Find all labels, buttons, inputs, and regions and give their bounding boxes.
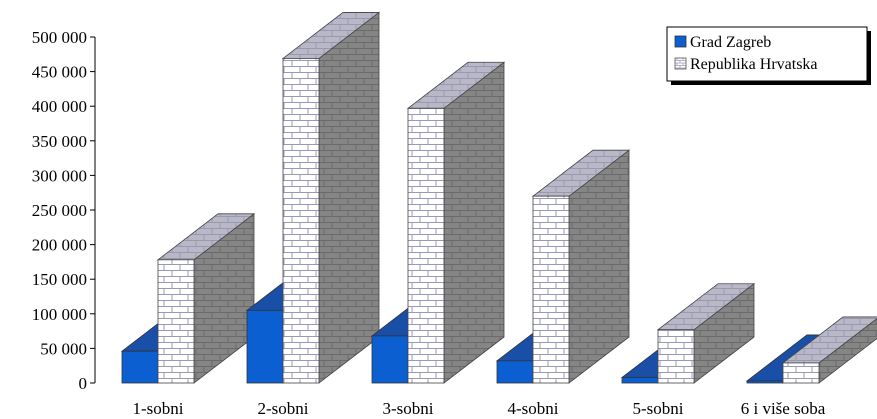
bar-grad-zagreb	[746, 380, 784, 384]
bar-group	[745, 316, 877, 384]
bar-republika-hrvatska	[657, 329, 695, 384]
legend: Grad Zagreb Republika Hrvatska	[666, 26, 871, 85]
y-tick-label: 100 000	[32, 305, 87, 324]
bar-grad-zagreb	[621, 377, 659, 384]
bar-group	[120, 213, 256, 384]
x-tick-label: 3-sobni	[383, 399, 434, 418]
x-tick-label: 5-sobni	[633, 399, 684, 418]
x-tick-label: 1-sobni	[133, 399, 184, 418]
bar-grad-zagreb	[496, 360, 534, 384]
bar-republika-hrvatska	[157, 259, 195, 384]
legend-box	[666, 26, 868, 82]
bar-side-republika-hrvatska	[443, 61, 505, 384]
y-tick-label: 500 000	[32, 28, 87, 47]
y-tick-label: 350 000	[32, 132, 87, 151]
x-tick-label: 6 i više soba	[741, 399, 826, 418]
legend-swatch	[674, 57, 687, 70]
y-tick-label: 0	[79, 374, 88, 393]
legend-swatch	[674, 35, 687, 48]
x-tick-label: 2-sobni	[258, 399, 309, 418]
bar-republika-hrvatska	[532, 195, 570, 384]
legend-label: Republika Hrvatska	[690, 56, 818, 73]
y-tick-label: 250 000	[32, 201, 87, 220]
bar-side-republika-hrvatska	[318, 11, 380, 384]
bar-grad-zagreb	[121, 350, 159, 384]
y-tick-label: 400 000	[32, 97, 87, 116]
y-tick-label: 150 000	[32, 270, 87, 289]
x-axis: 1-sobni 2-sobni 3-sobni 4-sobni 5-sobni 6 i v…	[133, 399, 826, 418]
bar-grad-zagreb	[246, 309, 284, 384]
bar-group	[370, 61, 506, 384]
bar-group	[495, 149, 631, 384]
bar-group	[620, 282, 756, 384]
y-tick-label: 200 000	[32, 236, 87, 255]
legend-label: Grad Zagreb	[690, 34, 771, 51]
y-tick-label: 50 000	[40, 339, 87, 358]
bar-group	[245, 11, 381, 384]
x-tick-label: 4-sobni	[508, 399, 559, 418]
bar-republika-hrvatska	[782, 362, 820, 384]
y-tick-label: 450 000	[32, 63, 87, 82]
bar-grad-zagreb	[371, 335, 409, 384]
bar-republika-hrvatska	[407, 107, 445, 384]
y-tick-label: 300 000	[32, 166, 87, 185]
bar-republika-hrvatska	[282, 58, 320, 384]
bars-group	[120, 11, 877, 384]
y-axis: 0 50 000 100 000 150 000 200 000 250 000 300 0…	[32, 28, 96, 393]
